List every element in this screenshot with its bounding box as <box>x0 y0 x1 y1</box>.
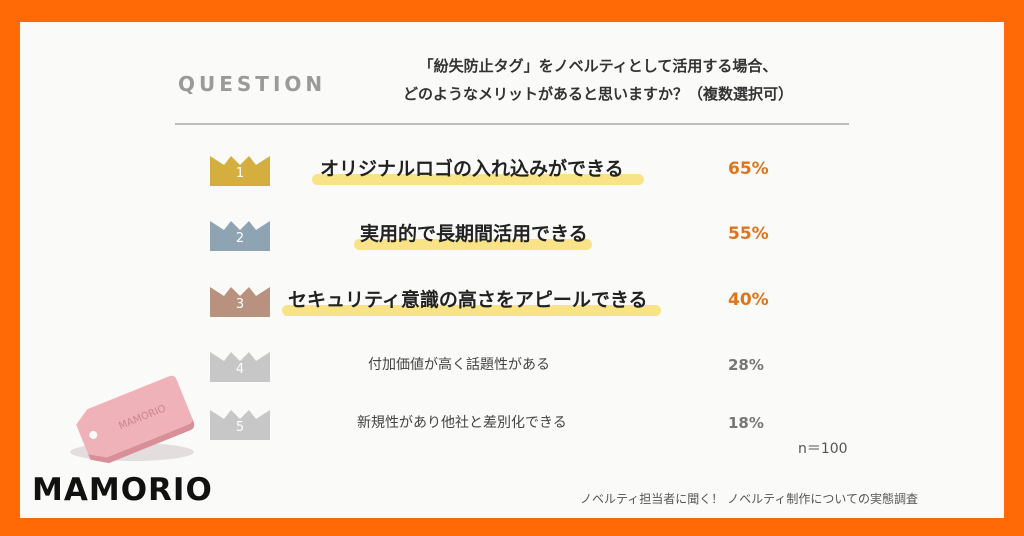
ranking-row-1: 1 オリジナルロゴの入れ込みができる 65% <box>20 154 1004 194</box>
ranking-row-5: 5 新規性があり他社と差別化できる 18% <box>20 408 1004 448</box>
ranking-percent: 55% <box>728 224 769 244</box>
label-highlight <box>282 305 662 316</box>
crown-icon-5: 5 <box>210 408 270 440</box>
question-text: 「紛失防止タグ」をノベルティとして活用する場合、 どのようなメリットがあると思い… <box>338 52 858 108</box>
ranking-percent: 18% <box>728 414 764 432</box>
brand-logo: MAMORIO <box>32 472 213 508</box>
ranking-row-2: 2 実用的で長期間活用できる 55% <box>20 219 1004 259</box>
label-highlight <box>354 239 592 250</box>
ranking-row-3: 3 セキュリティ意識の高さをアピールできる 40% <box>20 285 1004 325</box>
rank-number: 3 <box>235 297 245 312</box>
survey-card: QUESTION 「紛失防止タグ」をノベルティとして活用する場合、 どのようなメ… <box>20 22 1004 518</box>
product-tag-image: MAMORIO <box>50 364 210 474</box>
ranking-percent: 40% <box>728 290 769 310</box>
question-label: QUESTION <box>178 72 327 96</box>
crown-icon-3: 3 <box>210 285 270 317</box>
crown-icon-1: 1 <box>210 154 270 186</box>
question-line-1: 「紛失防止タグ」をノベルティとして活用する場合、 <box>418 57 778 75</box>
rank-number: 2 <box>235 231 245 246</box>
crown-icon-2: 2 <box>210 219 270 251</box>
label-highlight <box>312 174 644 185</box>
source-caption: ノベルティ担当者に聞く！ ノベルティ制作についての実態調査 <box>580 492 919 506</box>
ranking-label: セキュリティ意識の高さをアピールできる <box>288 289 648 311</box>
ranking-label: 実用的で長期間活用できる <box>360 223 588 245</box>
ranking-label: 新規性があり他社と差別化できる <box>357 415 567 431</box>
question-line-2: どのようなメリットがあると思いますか？（複数選択可） <box>402 85 793 103</box>
rank-number: 1 <box>235 166 245 181</box>
ranking-row-4: 4 付加価値が高く話題性がある 28% <box>20 350 1004 390</box>
ranking-percent: 28% <box>728 356 764 374</box>
ranking-percent: 65% <box>728 159 769 179</box>
divider <box>175 123 849 125</box>
ranking-label: 付加価値が高く話題性がある <box>368 357 550 373</box>
rank-number: 5 <box>235 420 245 435</box>
sample-size: n＝100 <box>798 441 848 457</box>
ranking-label: オリジナルロゴの入れ込みができる <box>320 158 624 180</box>
crown-icon-4: 4 <box>210 350 270 382</box>
rank-number: 4 <box>235 362 245 377</box>
